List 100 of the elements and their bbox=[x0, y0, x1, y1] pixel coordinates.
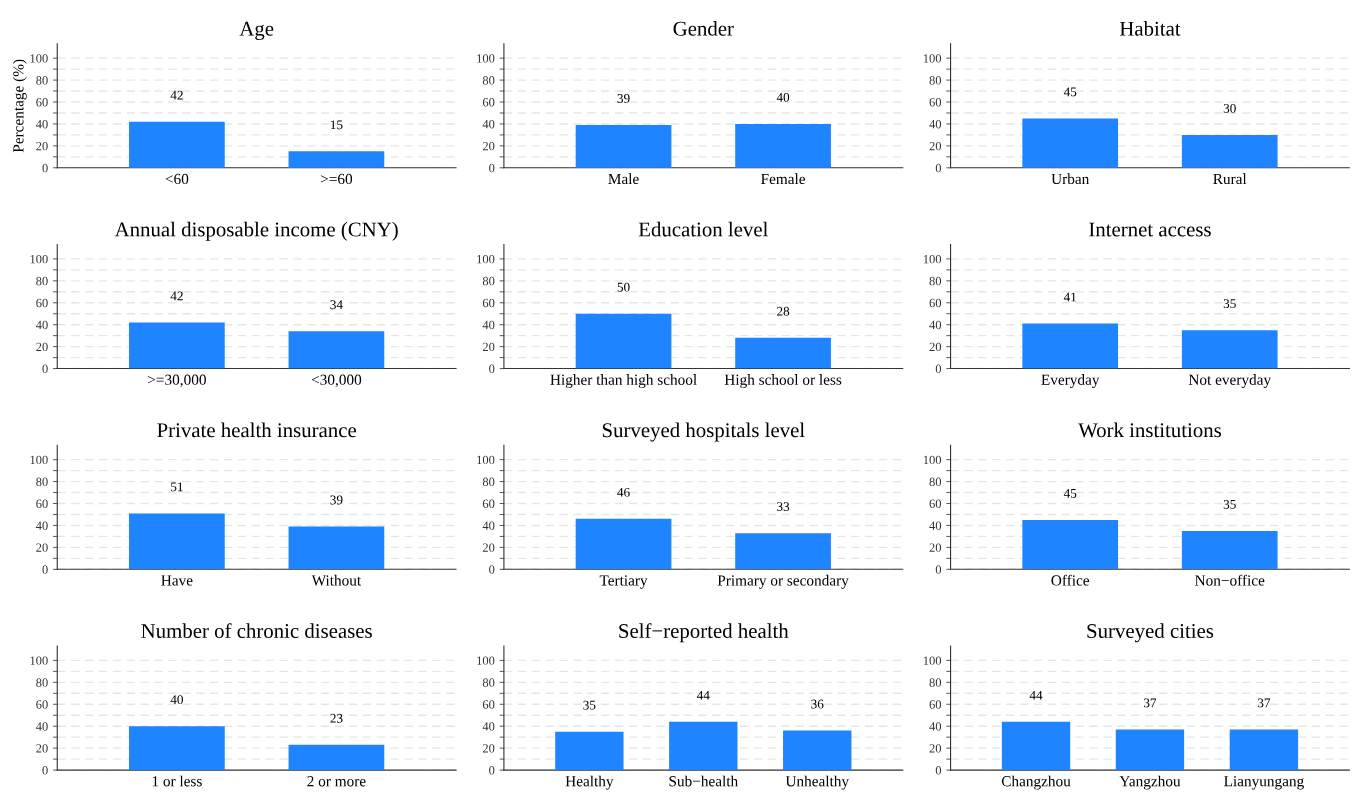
x-tick-label: Yangzhou bbox=[1119, 775, 1181, 790]
x-tick-label: Male bbox=[608, 173, 639, 185]
y-tick-label: 20 bbox=[482, 141, 495, 151]
y-tick-label: 100 bbox=[923, 455, 942, 465]
data-label: 45 bbox=[1063, 87, 1077, 97]
data-label: 23 bbox=[330, 713, 343, 723]
y-tick-label: 60 bbox=[929, 98, 942, 107]
y-tick-label: 60 bbox=[36, 700, 48, 709]
x-tick-label: >=30,000 bbox=[148, 374, 206, 388]
y-tick-label: 0 bbox=[935, 163, 942, 173]
x-tick-label: >=60 bbox=[320, 173, 353, 185]
chart-title: Surveyed hospitals level bbox=[602, 422, 805, 442]
y-tick-label: 40 bbox=[35, 722, 48, 731]
y-tick-label: 20 bbox=[482, 744, 495, 753]
y-tick-label: 0 bbox=[42, 766, 48, 775]
y-tick-label: 60 bbox=[36, 298, 48, 308]
y-tick-label: 100 bbox=[923, 254, 942, 264]
chart-title: Habitat bbox=[1119, 21, 1181, 36]
y-tick-label: 80 bbox=[929, 276, 942, 286]
data-label: 46 bbox=[617, 487, 630, 497]
data-label: 35 bbox=[583, 700, 596, 710]
data-label: 42 bbox=[170, 90, 183, 100]
chart-title: Internet access bbox=[1089, 222, 1211, 237]
y-tick-label: 0 bbox=[42, 565, 48, 574]
y-tick-label: 0 bbox=[42, 163, 48, 173]
y-tick-label: 20 bbox=[929, 744, 942, 753]
data-label: 45 bbox=[1063, 489, 1077, 498]
y-tick-label: 40 bbox=[929, 521, 942, 530]
y-tick-label: 100 bbox=[477, 54, 495, 63]
x-tick-label: <30,000 bbox=[311, 374, 362, 388]
y-tick-label: 80 bbox=[36, 76, 48, 85]
y-tick-label: 40 bbox=[929, 722, 942, 731]
y-tick-label: 100 bbox=[923, 656, 942, 665]
y-tick-label: 80 bbox=[482, 276, 495, 286]
y-axis-title: Percentage (%) bbox=[12, 59, 27, 153]
x-tick-label: Higher than high school bbox=[550, 374, 697, 389]
y-tick-label: 60 bbox=[929, 298, 942, 308]
x-tick-label: Non−office bbox=[1195, 574, 1265, 586]
y-tick-label: 60 bbox=[482, 700, 495, 709]
x-tick-label: Not everyday bbox=[1188, 374, 1272, 389]
y-tick-label: 60 bbox=[929, 700, 942, 709]
x-tick-label: Primary or secondary bbox=[717, 574, 849, 589]
chart-title: Work institutions bbox=[1078, 422, 1222, 438]
y-tick-label: 20 bbox=[482, 543, 495, 552]
x-tick-label: High school or less bbox=[724, 374, 842, 389]
y-tick-label: 0 bbox=[489, 364, 495, 374]
data-label: 28 bbox=[777, 306, 790, 316]
y-tick-label: 0 bbox=[489, 565, 495, 574]
chart-title: Annual disposable income (CNY) bbox=[114, 221, 398, 241]
x-tick-label: Rural bbox=[1213, 173, 1247, 185]
x-tick-label: 2 or more bbox=[307, 776, 366, 787]
y-tick-label: 40 bbox=[35, 521, 48, 530]
y-tick-label: 80 bbox=[36, 477, 48, 487]
y-tick-label: 20 bbox=[36, 141, 48, 151]
y-tick-label: 40 bbox=[35, 320, 48, 330]
y-tick-label: 20 bbox=[929, 543, 942, 552]
y-tick-label: 20 bbox=[36, 543, 48, 552]
bar bbox=[669, 721, 738, 771]
y-tick-label: 60 bbox=[929, 499, 942, 508]
y-tick-label: 100 bbox=[30, 254, 48, 264]
x-tick-label: Tertiary bbox=[599, 575, 648, 589]
x-tick-label: Office bbox=[1051, 574, 1090, 586]
x-tick-label: Without bbox=[311, 574, 362, 586]
x-tick-label: Unhealthy bbox=[785, 775, 850, 790]
data-label: 44 bbox=[696, 690, 710, 700]
x-tick-label: 1 or less bbox=[152, 775, 202, 787]
y-tick-label: 20 bbox=[36, 342, 48, 352]
y-tick-label: 60 bbox=[482, 298, 495, 308]
x-tick-label: Sub−health bbox=[669, 775, 738, 787]
y-tick-label: 100 bbox=[30, 455, 48, 465]
y-tick-label: 40 bbox=[35, 119, 48, 129]
chart-title: Surveyed cities bbox=[1087, 623, 1214, 643]
x-tick-label: Changzhou bbox=[1001, 775, 1071, 790]
x-tick-label: Healthy bbox=[565, 775, 614, 790]
y-tick-label: 40 bbox=[929, 119, 942, 129]
y-tick-label: 60 bbox=[36, 98, 48, 107]
y-tick-label: 20 bbox=[929, 342, 942, 352]
y-tick-label: 0 bbox=[42, 364, 48, 374]
y-tick-label: 40 bbox=[482, 320, 495, 330]
y-tick-label: 80 bbox=[482, 477, 495, 487]
x-tick-label: Female bbox=[761, 173, 806, 185]
y-tick-label: 100 bbox=[477, 656, 495, 665]
y-tick-label: 80 bbox=[482, 76, 495, 85]
y-tick-label: 100 bbox=[30, 54, 48, 63]
y-tick-label: 0 bbox=[935, 364, 942, 374]
y-tick-label: 60 bbox=[482, 98, 495, 107]
chart-title: Education level bbox=[638, 221, 768, 237]
data-label: 40 bbox=[170, 695, 183, 705]
x-tick-label: Lianyungang bbox=[1224, 776, 1304, 790]
y-tick-label: 80 bbox=[929, 678, 942, 687]
y-tick-label: 40 bbox=[482, 119, 495, 129]
data-label: 39 bbox=[617, 94, 630, 103]
chart-title: Private health insurance bbox=[157, 422, 356, 438]
y-tick-label: 20 bbox=[482, 342, 495, 352]
y-tick-label: 80 bbox=[36, 276, 48, 286]
y-tick-label: 80 bbox=[482, 678, 495, 687]
bar bbox=[783, 730, 852, 771]
data-label: 33 bbox=[777, 502, 790, 511]
data-label: 39 bbox=[330, 495, 343, 505]
x-tick-label: Have bbox=[161, 575, 193, 586]
